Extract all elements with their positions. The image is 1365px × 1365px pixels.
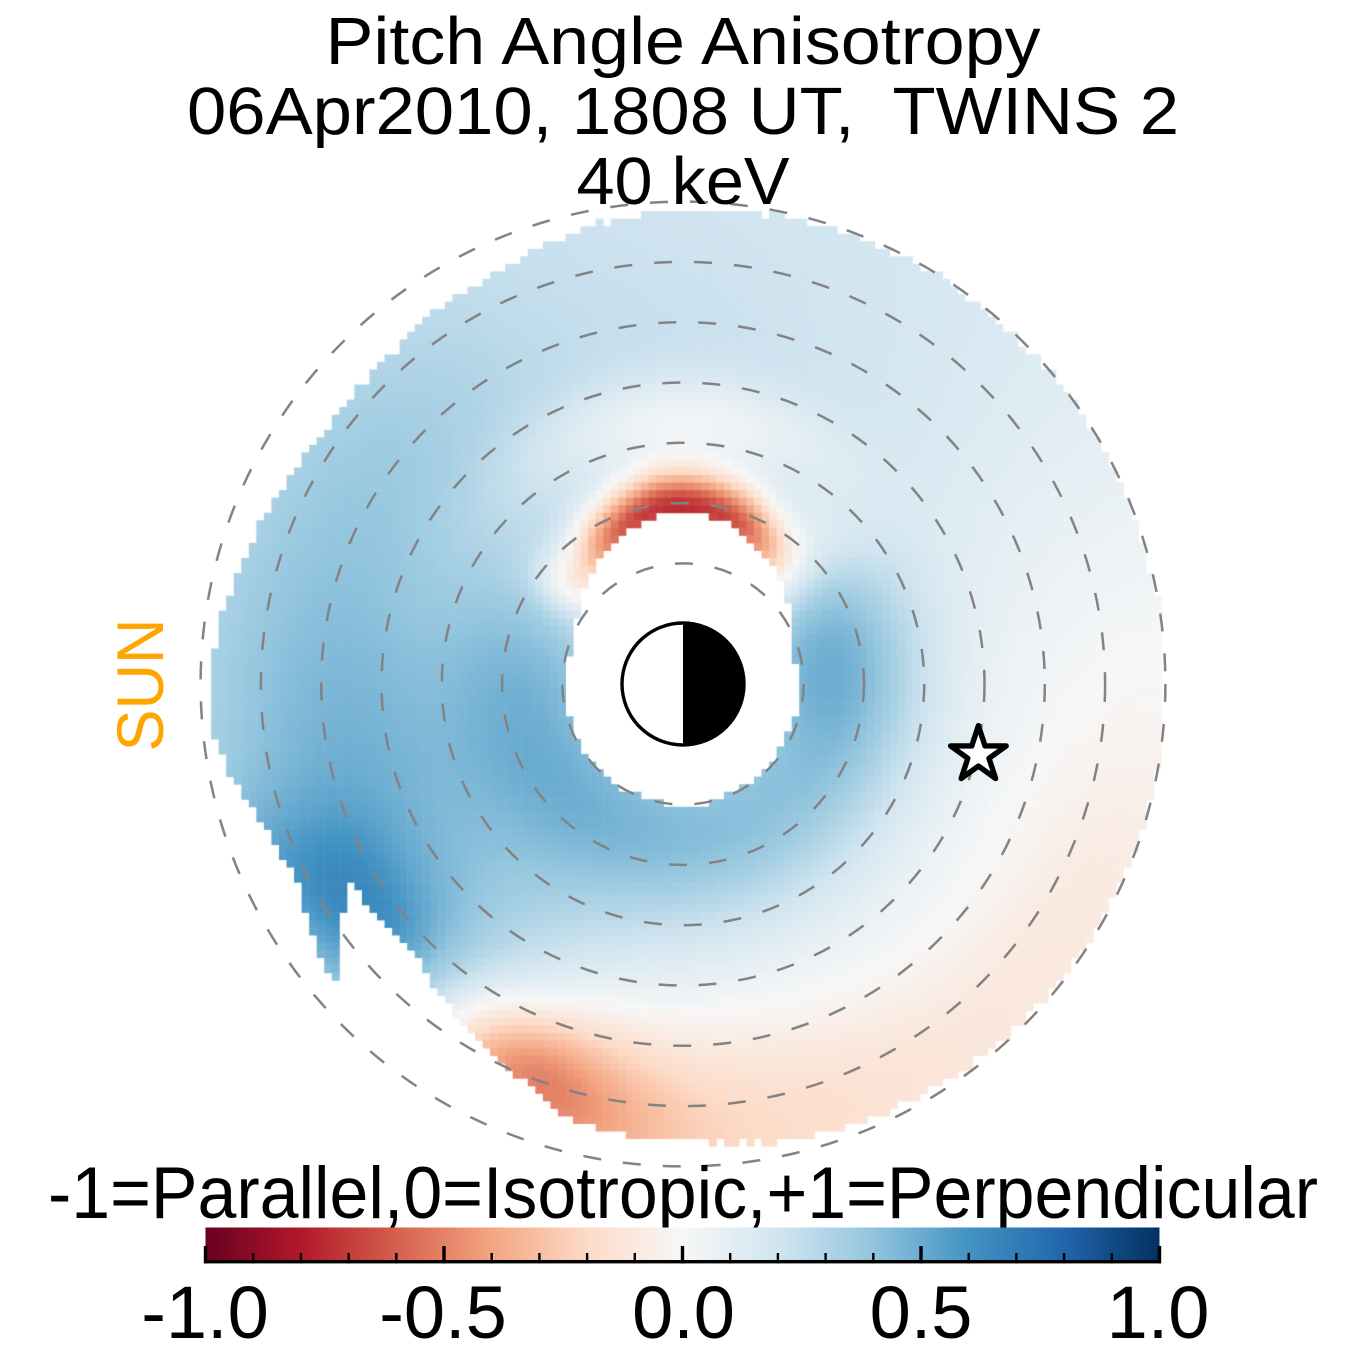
svg-text:1.0: 1.0 (1107, 1271, 1210, 1354)
svg-text:40 keV: 40 keV (577, 144, 790, 219)
svg-text:06Apr2010, 1808 UT, TWINS 2: 06Apr2010, 1808 UT, TWINS 2 (187, 74, 1179, 149)
svg-text:Pitch Angle Anisotropy: Pitch Angle Anisotropy (326, 4, 1042, 79)
svg-text:-1=Parallel,0=Isotropic,+1=Per: -1=Parallel,0=Isotropic,+1=Perpendicular (48, 1153, 1318, 1234)
svg-text:0.0: 0.0 (632, 1271, 735, 1354)
svg-text:-0.5: -0.5 (379, 1271, 507, 1354)
svg-text:-1.0: -1.0 (141, 1271, 269, 1354)
svg-text:0.5: 0.5 (870, 1271, 973, 1354)
svg-text:SUN: SUN (103, 619, 177, 752)
